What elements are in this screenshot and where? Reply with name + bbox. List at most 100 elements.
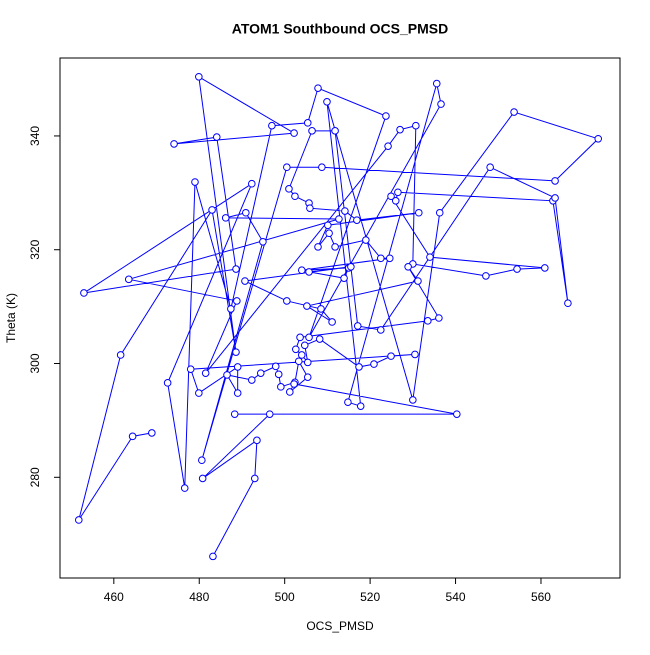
data-point [376,254,385,263]
data-point [305,333,313,342]
data-point [233,297,241,305]
data-point [233,389,242,397]
data-point [396,125,404,134]
data-point [347,262,355,271]
data-point [341,207,349,215]
data-point [387,192,395,201]
data-point [259,237,267,246]
data-point [435,208,444,217]
data-point [80,289,88,297]
data-point [303,373,312,381]
data-point [230,410,239,418]
data-point [163,379,172,387]
data-point [283,297,291,305]
x-tick-label: 500 [275,590,295,604]
data-point [195,389,203,397]
data-point [331,127,339,135]
data-point [404,262,412,271]
data-point [426,253,434,261]
x-axis-label: OCS_PMSD [306,619,374,633]
data-point [297,266,306,275]
data-point [362,236,370,244]
data-point [233,363,242,371]
data-point [353,216,361,224]
data-point [186,365,195,374]
data-point [285,185,293,193]
data-point [208,206,216,214]
data-point [180,484,189,492]
data-point [314,243,322,251]
data-point [482,272,490,280]
data-point [277,383,285,391]
data-point [323,98,331,106]
data-point [290,380,298,388]
data-point [411,350,419,359]
data-point [414,277,422,285]
data-point [385,254,394,263]
data-point [191,178,199,186]
data-point [344,398,352,407]
y-tick-label: 340 [28,126,42,146]
data-point [331,243,339,251]
data-point [387,352,395,360]
data-point [423,317,432,325]
data-point [250,474,259,483]
x-tick-label: 520 [360,590,380,604]
data-point [198,474,207,483]
data-point [376,326,385,334]
data-point [291,345,300,354]
data-point [271,362,280,371]
chart-title: ATOM1 Southbound OCS_PMSD [232,21,448,37]
data-point [198,456,206,465]
data-point [382,112,390,120]
data-point [296,333,304,342]
data-point [412,121,420,130]
y-tick-label: 320 [28,239,42,259]
data-point [128,432,137,441]
data-point [551,177,559,185]
data-point [209,552,217,561]
data-point [318,163,326,172]
data-point [564,299,572,308]
data-point [274,370,283,379]
data-point [253,436,261,445]
data-point [232,348,240,356]
data-point [551,194,559,202]
data-point [247,376,256,384]
data-point [409,396,417,404]
data-point [212,133,221,141]
x-tick-label: 560 [531,590,551,604]
plot-box [59,57,621,579]
data-point [291,192,299,201]
data-point [510,108,518,116]
data-point [370,360,378,368]
data-point [232,265,240,273]
x-tick-label: 460 [104,590,124,604]
data-point [247,179,256,188]
data-point [303,302,311,310]
x-tick-label: 540 [446,590,466,604]
y-axis-label: Theta (K) [4,293,18,343]
data-point [317,305,325,313]
y-tick-label: 300 [28,353,42,373]
data-point [290,129,298,137]
data-point [74,516,83,524]
data-point [303,358,312,367]
data-point [356,402,365,410]
data-point [308,127,316,135]
data-point [256,369,265,377]
data-point [340,274,348,282]
data-point [328,318,336,326]
data-point [265,410,274,418]
data-point [241,277,249,285]
data-point [335,215,343,223]
data-point [124,275,133,284]
data-point [394,188,402,197]
data-point [286,388,294,396]
data-point [227,305,235,313]
data-point [116,351,125,359]
data-point [223,371,231,379]
data-point [314,84,322,92]
x-tick-label: 480 [189,590,209,604]
